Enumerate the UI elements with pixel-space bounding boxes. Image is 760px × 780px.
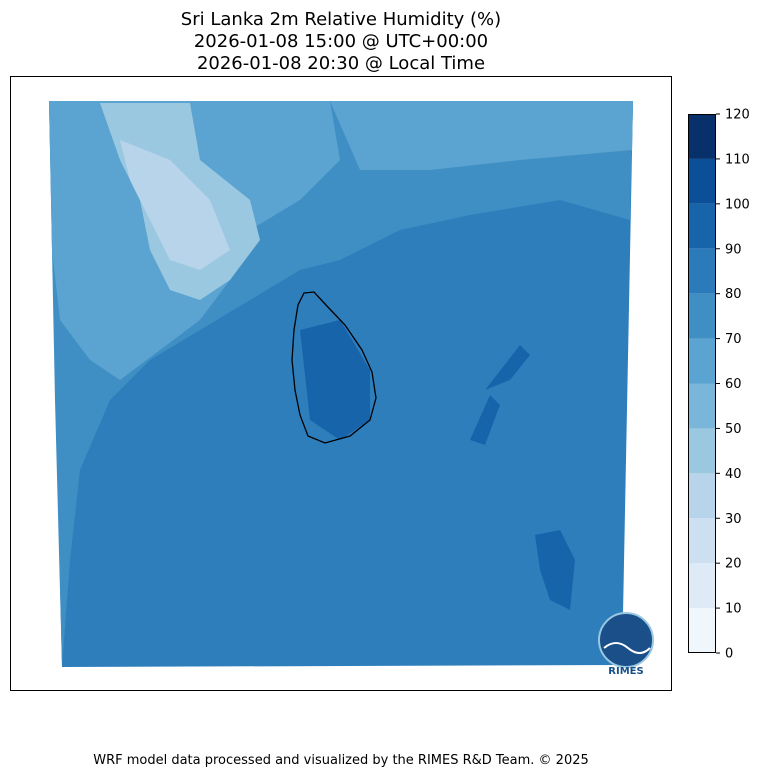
humidity-zone — [485, 345, 530, 390]
title-line: 2026-01-08 20:30 @ Local Time — [197, 53, 485, 74]
tick-label: 10 — [725, 602, 742, 617]
colorbar-bin — [688, 114, 716, 159]
humidity-zone — [470, 395, 500, 445]
colorbar-bin — [688, 158, 716, 204]
logo: RIMES — [598, 612, 654, 677]
tick-label: 50 — [725, 422, 742, 437]
tick-label: 100 — [725, 197, 750, 212]
colorbar-bin — [688, 203, 716, 249]
colorbar-frame — [688, 114, 716, 653]
colorbar: 0 10 20 30 40 50 60 70 80 90 100 110 120 — [688, 108, 750, 662]
logo-wave — [603, 642, 651, 654]
tick-label: 80 — [725, 287, 742, 302]
logo-badge — [598, 612, 654, 668]
colorbar-bin — [688, 473, 716, 519]
coastline — [291, 291, 377, 444]
footer: WRF model data processed and visualized … — [93, 753, 589, 768]
humidity-zone — [120, 140, 230, 270]
tick-label: 20 — [725, 557, 742, 572]
colorbar-bin — [688, 383, 716, 429]
colorbar-bin — [688, 338, 716, 384]
tick-label: 40 — [725, 467, 742, 482]
colorbar-bin — [688, 518, 716, 564]
map — [49, 101, 633, 667]
humidity-zone — [535, 530, 575, 610]
title-line: Sri Lanka 2m Relative Humidity (%) — [181, 9, 501, 30]
tick-label: 30 — [725, 512, 742, 527]
colorbar-bin — [688, 608, 716, 653]
colorbar-bin — [688, 293, 716, 339]
humidity-zone — [330, 101, 633, 170]
colorbar-bin — [688, 248, 716, 294]
tick-label: 90 — [725, 242, 742, 257]
humidity-zone — [300, 320, 370, 440]
tick-label: 70 — [725, 332, 742, 347]
tick-label: 0 — [725, 647, 733, 662]
tick-label: 120 — [725, 108, 750, 123]
colorbar-bin — [688, 428, 716, 474]
title-line: 2026-01-08 15:00 @ UTC+00:00 — [194, 31, 488, 52]
tick-label: 60 — [725, 377, 742, 392]
tick-label: 110 — [725, 152, 750, 167]
logo-text: RIMES — [608, 666, 643, 677]
colorbar-bin — [688, 563, 716, 609]
